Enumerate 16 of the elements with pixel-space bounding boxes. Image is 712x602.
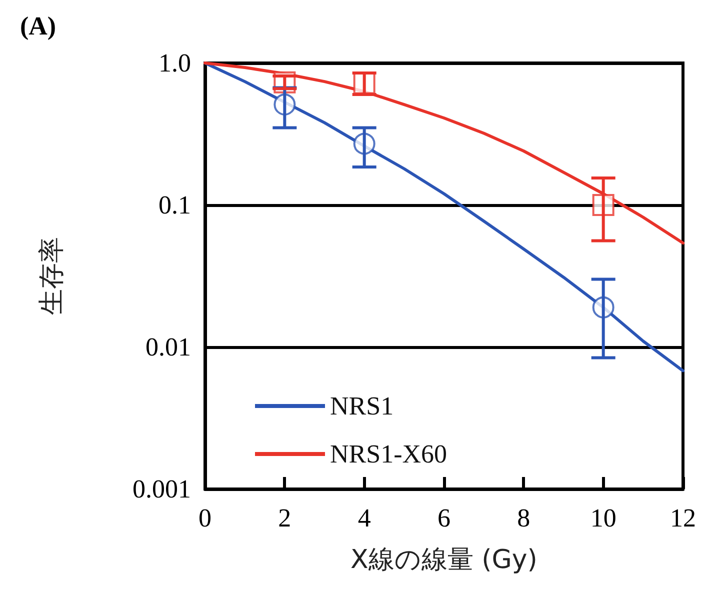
x-tick-label: 8 [517,504,530,532]
y-axis-title: 生存率 [37,237,67,315]
y-tick-label: 0.1 [158,190,191,220]
x-tick-label: 12 [670,504,696,532]
x-tick-label: 6 [438,504,450,532]
x-tick-label: 4 [358,504,371,532]
x-tick-label: 10 [590,504,616,532]
x-axis-title: X線の線量 (Gy) [350,545,538,575]
x-tick-label: 0 [198,504,212,532]
legend-label: NRS1-X60 [330,440,448,468]
y-tick-label: 0.001 [132,474,191,504]
x-tick-label: 2 [278,504,292,532]
y-tick-label: 1.0 [158,48,191,78]
chart-title: (A) [20,12,56,40]
y-tick-label: 0.01 [146,332,191,362]
legend-label: NRS1 [330,392,394,420]
